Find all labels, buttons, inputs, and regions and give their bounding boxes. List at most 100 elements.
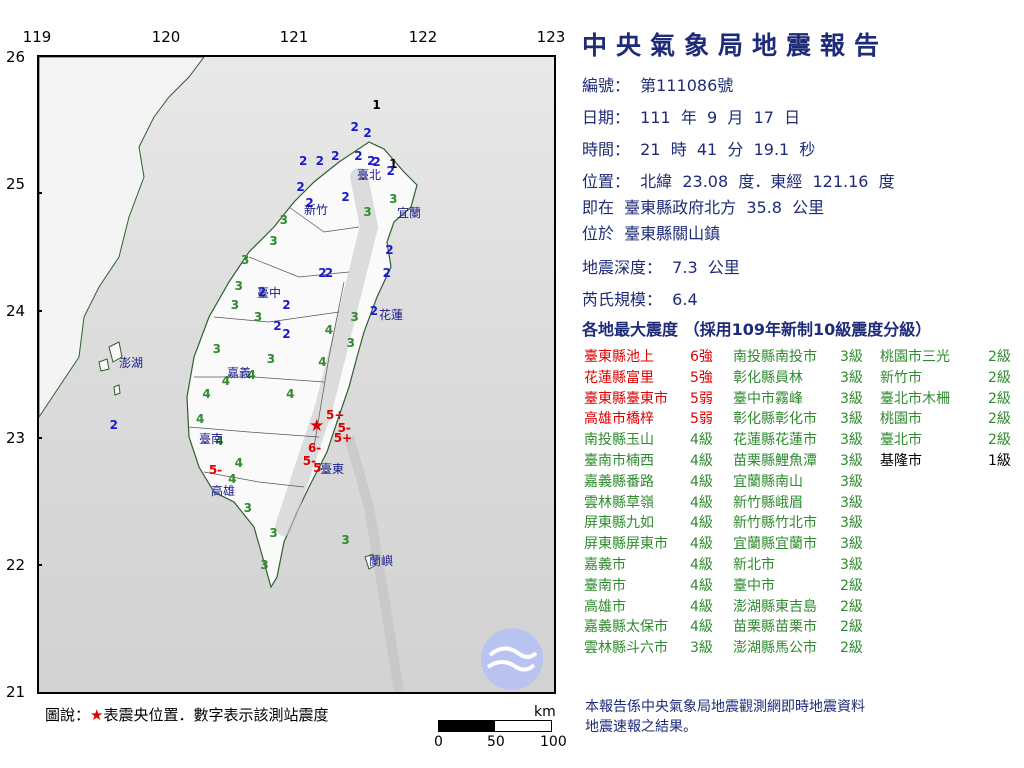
intensity-station-name: 臺北市木柵: [880, 390, 950, 407]
station-intensity-8: 2: [315, 154, 325, 169]
station-intensity-22: 2: [282, 326, 291, 341]
station-intensity-31: 3: [253, 310, 263, 325]
intensity-station-name: 臺中市霧峰: [733, 390, 803, 407]
station-intensity-11: 2: [305, 196, 314, 211]
report-magnitude: 芮氏規模： 6.4: [582, 290, 698, 309]
station-intensity-47: 3: [269, 526, 278, 541]
station-intensity-42: 4: [234, 456, 243, 471]
report-township: 位於 臺東縣關山鎮: [582, 224, 721, 243]
map-panel: 119 120 121 122 123 26 25 24 23 22 21: [6, 28, 567, 750]
report-date: 日期： 111 年 9 月 17 日: [582, 108, 801, 127]
intensity-level: 2級: [988, 411, 1011, 428]
intensity-level: 3級: [690, 640, 713, 657]
intensity-station-name: 高雄市橋梓: [584, 411, 654, 428]
station-intensity-6: 2: [372, 155, 381, 170]
intensity-level: 3級: [840, 473, 863, 490]
station-intensity-13: 2: [386, 164, 395, 179]
lat-label-26: 26: [6, 48, 26, 66]
city-label-penghu: 澎湖: [119, 356, 144, 370]
city-label-tainan: 臺南: [199, 432, 224, 446]
intensity-station-name: 臺中市: [733, 577, 775, 594]
cwb-logo: [481, 628, 543, 690]
station-intensity-23: 2: [109, 418, 119, 433]
intensity-level: 2級: [840, 619, 863, 636]
intensity-level: 4級: [690, 494, 713, 511]
tick-lat-24: [37, 310, 42, 312]
intensity-station-name: 基隆市: [880, 453, 922, 469]
intensity-level: 3級: [840, 515, 863, 532]
intensity-level: 3級: [840, 349, 863, 365]
intensity-station-name: 苗栗縣苗栗市: [733, 619, 817, 636]
intensity-station-name: 宜蘭縣宜蘭市: [733, 536, 817, 553]
footer-line-1: 本報告係中央氣象局地震觀測網即時地震資料: [585, 699, 865, 715]
intensity-level: 2級: [988, 369, 1011, 386]
intensity-station-name: 南投縣南投市: [733, 349, 817, 365]
intensity-station-name: 彰化縣員林: [733, 369, 803, 386]
intensity-level: 3級: [840, 369, 863, 386]
map-legend-text: 圖說：★表震央位置．數字表示該測站震度: [45, 706, 329, 724]
report-number: 編號： 第111086號: [582, 76, 734, 95]
intensity-station-name: 嘉義縣番路: [584, 473, 654, 490]
intensity-station-name: 桃園市: [880, 411, 922, 428]
intensity-station-name: 臺東縣池上: [584, 349, 654, 365]
intensity-level: 3級: [840, 536, 863, 553]
station-intensity-35: 3: [266, 352, 276, 367]
intensity-level: 2級: [840, 577, 863, 594]
station-intensity-21: 2: [273, 319, 282, 334]
report-position: 位置： 北緯 23.08 度．東經 121.16 度: [582, 172, 895, 191]
lon-label-120: 120: [151, 28, 181, 46]
station-intensity-37: 4: [247, 367, 256, 382]
intensity-station-name: 高雄市: [584, 598, 626, 615]
station-intensity-7: 2: [331, 149, 340, 164]
intensity-level: 5弱: [690, 390, 713, 407]
intensity-level: 3級: [840, 453, 863, 469]
intensity-level: 4級: [690, 536, 713, 553]
footer-line-2: 地震速報之結果。: [585, 719, 697, 735]
epicenter-star-icon: ★: [309, 415, 325, 436]
intensity-station-name: 屏東縣九如: [584, 515, 654, 532]
station-intensity-52: 5-: [337, 420, 351, 435]
station-intensity-19: 2: [257, 284, 267, 299]
lat-label-21: 21: [6, 683, 26, 701]
intensity-level: 3級: [840, 432, 863, 449]
station-intensity-51: 5+: [325, 408, 345, 423]
station-intensity-25: 3: [363, 204, 372, 219]
intensity-level: 4級: [690, 619, 713, 636]
report-time: 時間： 21 時 41 分 19.1 秒: [582, 140, 816, 159]
station-intensity-43: 4: [228, 471, 237, 486]
intensity-station-name: 宜蘭縣南山: [733, 473, 803, 490]
city-label-hsinchu: 新竹: [304, 203, 329, 217]
station-intensity-46: 3: [243, 500, 252, 515]
report-title: 中央氣象局地震報告: [582, 31, 889, 60]
station-intensity-5: 2: [367, 154, 376, 169]
scale-tick-0: 0: [434, 734, 443, 750]
station-intensity-41: 4: [215, 433, 224, 448]
station-intensity-30: 3: [230, 297, 240, 312]
intensity-station-name: 花蓮縣花蓮市: [733, 432, 817, 449]
scale-bar-graphic: [438, 720, 552, 732]
station-intensity-56: 5-: [208, 462, 223, 477]
city-label-taipei: 臺北: [357, 168, 382, 182]
tick-lat-25: [37, 192, 42, 194]
intensity-level: 2級: [988, 349, 1011, 365]
lat-label-22: 22: [6, 556, 26, 574]
station-intensity-0: 1: [372, 98, 381, 113]
intensity-station-name: 桃園市三光: [880, 349, 950, 365]
station-intensity-28: 3: [241, 253, 250, 268]
intensity-level: 2級: [840, 640, 863, 657]
intensity-level: 2級: [988, 390, 1011, 407]
intensity-level: 4級: [690, 577, 713, 594]
intensity-level: 5弱: [690, 411, 713, 428]
city-label-taichung: 臺中: [257, 286, 282, 300]
station-intensity-44: 4: [324, 323, 334, 338]
intensity-level: 4級: [690, 515, 713, 532]
station-intensity-1: 1: [389, 156, 398, 171]
lon-label-119: 119: [22, 28, 52, 46]
station-intensity-3: 2: [363, 126, 372, 141]
report-footer: 本報告係中央氣象局地震觀測網即時地震資料 地震速報之結果。: [585, 697, 865, 737]
station-intensity-18: 2: [324, 265, 334, 280]
station-intensity-4: 2: [354, 149, 363, 164]
offshore-ridge: [344, 435, 404, 692]
intensity-station-name: 新竹市: [880, 369, 922, 386]
